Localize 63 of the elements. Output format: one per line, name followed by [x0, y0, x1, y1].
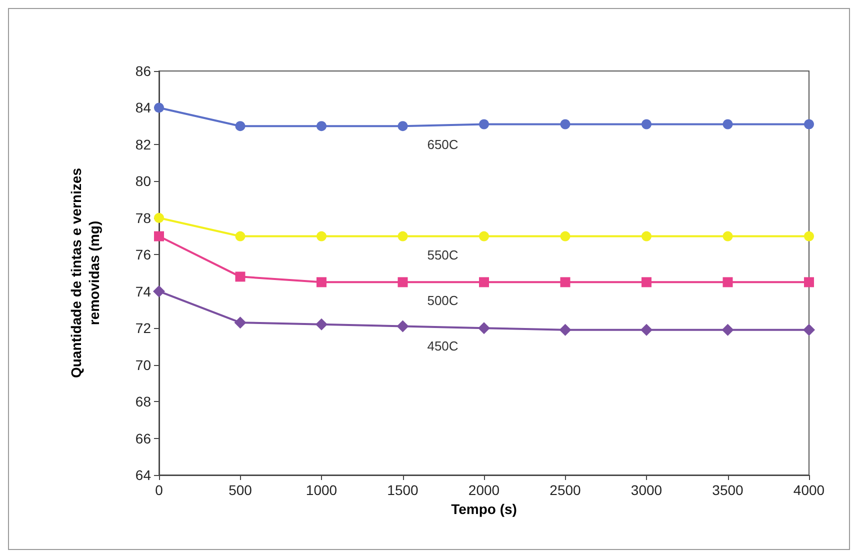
y-tick-label: 70 — [135, 356, 152, 373]
y-tick-label: 68 — [135, 394, 152, 410]
point — [560, 231, 570, 242]
y-tick-label: 80 — [135, 173, 152, 190]
point — [154, 212, 164, 223]
point — [479, 231, 489, 242]
point — [722, 277, 733, 288]
point — [642, 231, 652, 242]
point — [722, 119, 733, 130]
series-label: 650C — [427, 137, 458, 152]
y-tick-label: 66 — [135, 430, 152, 446]
point — [316, 231, 326, 242]
x-tick-label: 1500 — [387, 482, 419, 498]
point — [153, 285, 165, 298]
x-tick-label: 3000 — [630, 482, 662, 498]
series-label: 500C — [427, 293, 458, 308]
y-tick-label: 78 — [135, 210, 152, 226]
y-tick-label: 84 — [135, 100, 152, 116]
point — [316, 318, 328, 330]
point — [640, 324, 652, 336]
x-tick-label: 2500 — [550, 482, 582, 498]
point — [154, 102, 164, 113]
point — [804, 277, 814, 288]
x-tick-label: 4000 — [793, 482, 825, 498]
point — [316, 121, 326, 132]
point — [398, 277, 408, 288]
point — [804, 119, 814, 130]
point — [234, 316, 246, 329]
y-tick-label: 74 — [135, 283, 152, 300]
y-tick-label: 76 — [135, 246, 152, 263]
y-tick-label: 64 — [135, 467, 152, 483]
point — [642, 119, 652, 130]
point — [560, 119, 570, 130]
x-tick-label: 3500 — [712, 482, 744, 498]
x-tick-label: 0 — [155, 482, 164, 498]
point — [316, 277, 326, 288]
series-label: 550C — [427, 247, 458, 262]
x-tick-label: 500 — [228, 482, 252, 498]
point — [398, 121, 408, 132]
point — [479, 277, 489, 288]
point — [154, 231, 164, 242]
x-tick-label: 2000 — [468, 482, 500, 498]
point — [803, 324, 815, 336]
point — [235, 231, 246, 242]
point — [479, 119, 489, 130]
point — [235, 272, 246, 282]
point — [559, 324, 572, 336]
point — [722, 231, 733, 242]
point — [478, 322, 490, 334]
x-tick-label: 1000 — [306, 482, 338, 498]
point — [642, 277, 652, 288]
y-tick-label: 86 — [135, 63, 152, 79]
point — [235, 121, 246, 132]
point — [396, 320, 409, 332]
point — [804, 231, 814, 242]
y-axis-title: Quantidade de tintas e vernizes removidas (mg) — [68, 168, 102, 378]
point — [560, 277, 570, 288]
x-axis-title: Tempo (s) — [451, 500, 517, 517]
series-label: 450C — [427, 338, 458, 354]
point — [398, 231, 408, 242]
y-tick-label: 72 — [135, 320, 152, 336]
y-tick-label: 82 — [135, 136, 152, 152]
point — [722, 324, 734, 336]
